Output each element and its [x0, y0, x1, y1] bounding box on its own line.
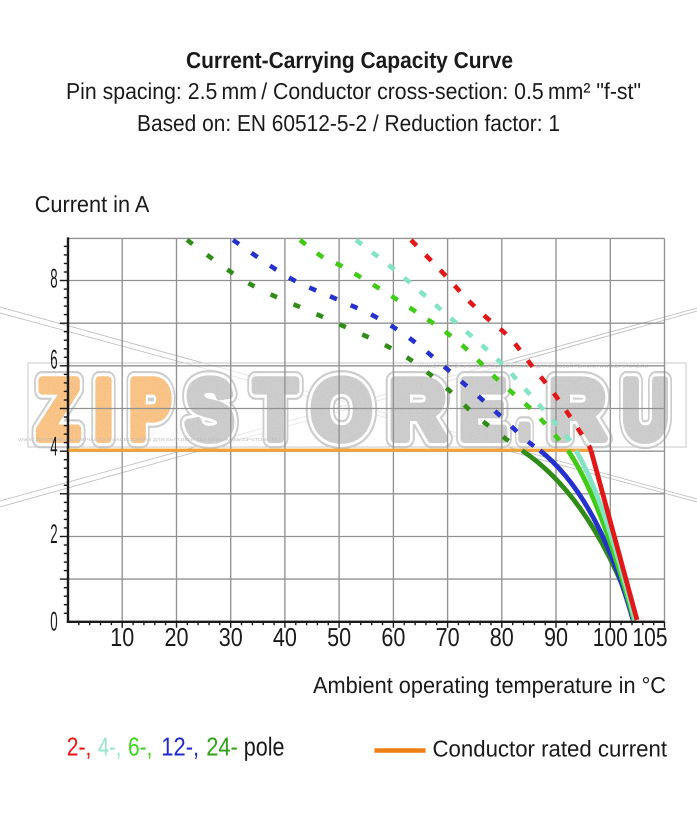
svg-text:70: 70: [436, 622, 460, 652]
svg-text:6: 6: [50, 345, 57, 375]
svg-text:24-: 24-: [206, 732, 238, 762]
svg-text:60: 60: [381, 622, 405, 652]
svg-text:pole: pole: [244, 732, 285, 762]
svg-text:Current in A: Current in A: [35, 191, 150, 217]
svg-text:4-,: 4-,: [98, 732, 121, 762]
svg-text:Pin spacing: 2.5 mm / Conducto: Pin spacing: 2.5 mm / Conductor cross-se…: [66, 78, 641, 104]
svg-text:30: 30: [219, 622, 243, 652]
svg-text:50: 50: [327, 622, 351, 652]
svg-text:Ambient operating temperature: Ambient operating temperature in °C: [313, 672, 666, 698]
svg-text:8: 8: [50, 264, 57, 294]
svg-text:WWW.ZIPSTORE.RU ЗАПЧАСТИ И АК: WWW.ZIPSTORE.RU ЗАПЧАСТИ И АКСЕССУАРЫ ДЛ…: [18, 437, 280, 442]
svg-text:Current-Carrying Capacity Curv: Current-Carrying Capacity Curve: [186, 47, 513, 73]
svg-text:40: 40: [273, 622, 297, 652]
svg-text:Conductor rated current: Conductor rated current: [433, 736, 668, 762]
svg-text:2: 2: [50, 519, 57, 549]
svg-text:12-,: 12-,: [161, 732, 199, 762]
svg-text:10: 10: [110, 622, 134, 652]
svg-text:20: 20: [165, 622, 189, 652]
svg-text:90: 90: [544, 622, 568, 652]
svg-text:0: 0: [50, 607, 57, 637]
svg-text:105: 105: [633, 622, 668, 652]
svg-text:2-,: 2-,: [67, 732, 92, 762]
svg-text:80: 80: [490, 622, 514, 652]
svg-text:6-,: 6-,: [128, 732, 152, 762]
svg-text:Based on: EN 60512-5-2 / Reduc: Based on: EN 60512-5-2 / Reduction facto…: [137, 110, 560, 136]
svg-text:100: 100: [593, 622, 628, 652]
svg-text:4: 4: [50, 432, 57, 462]
